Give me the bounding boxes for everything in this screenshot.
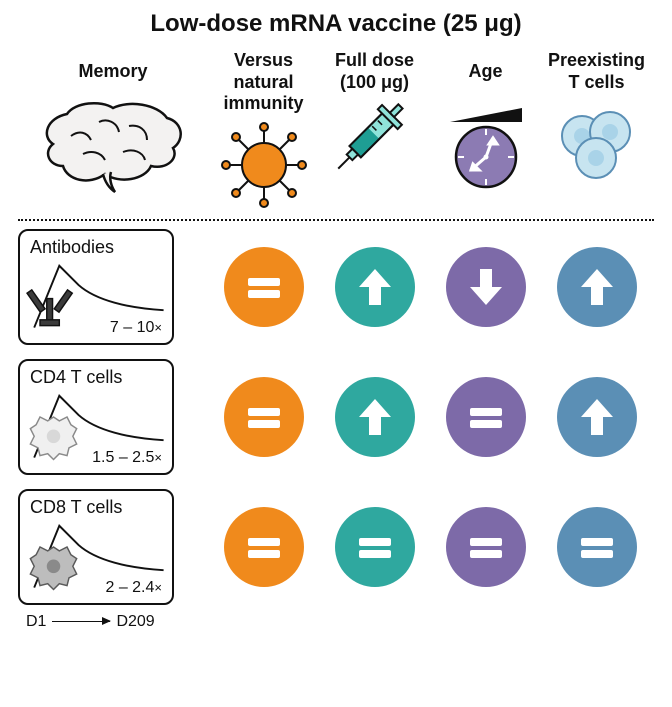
badge-antibodies-age xyxy=(430,247,541,327)
section-divider xyxy=(18,219,654,221)
up-icon xyxy=(573,263,621,311)
equal-icon xyxy=(351,523,399,571)
timeline: D1 D209 xyxy=(26,613,654,631)
badge-cd8-fulldose xyxy=(319,507,430,587)
card-range: 7 – 10× xyxy=(110,319,162,337)
equal-icon xyxy=(240,393,288,441)
badge-cd4-preexist xyxy=(541,377,652,457)
col-memory-label: Memory xyxy=(78,50,147,96)
page-title: Low-dose mRNA vaccine (25 μg) xyxy=(18,10,654,38)
clock-icon xyxy=(451,124,521,190)
card-cd8: CD8 T cells 2 – 2.4× xyxy=(18,489,174,605)
card-antibodies: Antibodies 7 – 10× xyxy=(18,229,174,345)
brain-icon xyxy=(33,102,193,190)
col-age-label: Age xyxy=(468,50,502,96)
syringe-icon xyxy=(327,102,423,190)
card-range: 2 – 2.4× xyxy=(105,579,162,597)
badge-antibodies-preexist xyxy=(541,247,652,327)
data-row-cd4: CD4 T cells 1.5 – 2.5× xyxy=(18,359,654,475)
badge-cd8-age xyxy=(430,507,541,587)
card-range: 1.5 – 2.5× xyxy=(92,449,162,467)
down-icon xyxy=(462,263,510,311)
equal-icon xyxy=(462,523,510,571)
badge-cd4-natural xyxy=(208,377,319,457)
virus-icon xyxy=(220,121,308,209)
col-preexist-label: Preexisting T cells xyxy=(548,50,645,96)
badge-cd4-fulldose xyxy=(319,377,430,457)
card-cd4: CD4 T cells 1.5 – 2.5× xyxy=(18,359,174,475)
up-icon xyxy=(573,393,621,441)
timeline-end: D209 xyxy=(116,613,154,631)
timeline-start: D1 xyxy=(26,613,46,631)
col-fulldose-label: Full dose (100 μg) xyxy=(335,50,414,96)
badge-cd4-age xyxy=(430,377,541,457)
data-row-cd8: CD8 T cells 2 – 2.4× xyxy=(18,489,654,605)
col-natural-label: Versus natural immunity xyxy=(223,50,303,115)
equal-icon xyxy=(462,393,510,441)
up-icon xyxy=(351,263,399,311)
tcells-icon xyxy=(552,102,642,190)
badge-cd8-natural xyxy=(208,507,319,587)
badge-antibodies-natural xyxy=(208,247,319,327)
timeline-arrow-icon xyxy=(52,621,110,622)
badge-antibodies-fulldose xyxy=(319,247,430,327)
badge-cd8-preexist xyxy=(541,507,652,587)
equal-icon xyxy=(240,263,288,311)
up-icon xyxy=(351,393,399,441)
header-row: Memory Versus natural immunity xyxy=(18,50,654,209)
equal-icon xyxy=(573,523,621,571)
equal-icon xyxy=(240,523,288,571)
data-row-antibodies: Antibodies 7 – 10× xyxy=(18,229,654,345)
